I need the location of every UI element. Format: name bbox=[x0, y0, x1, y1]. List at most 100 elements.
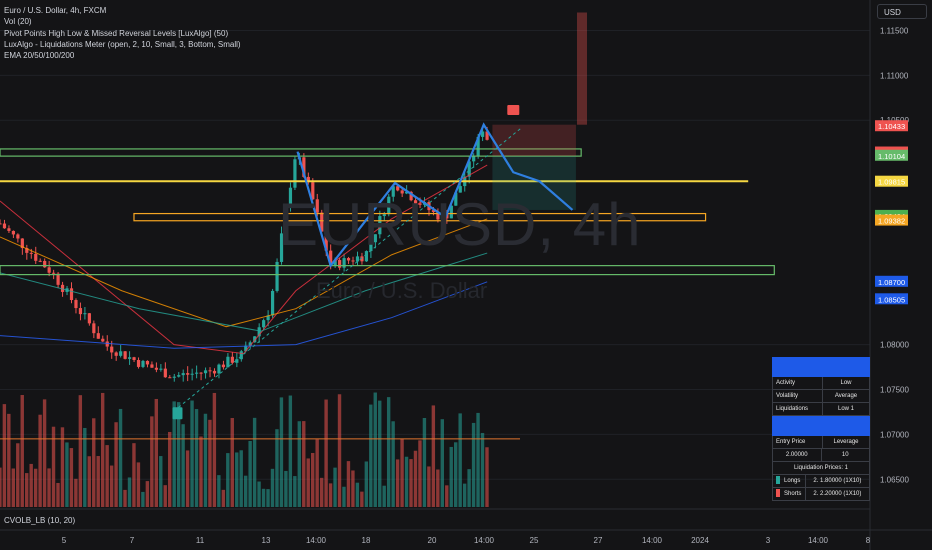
candle-body bbox=[186, 373, 190, 375]
candle-body bbox=[275, 261, 279, 291]
candle-body bbox=[248, 342, 252, 346]
volume-bar bbox=[369, 404, 373, 507]
price-tag bbox=[875, 275, 908, 287]
ema-line bbox=[0, 252, 488, 332]
candle-body bbox=[154, 367, 159, 370]
candle-body bbox=[101, 338, 105, 342]
candle-body bbox=[208, 370, 212, 372]
candle-body bbox=[127, 357, 132, 359]
volume-bar bbox=[476, 412, 480, 507]
indicator-pivot-points[interactable]: Pivot Points High Low & Missed Reversal … bbox=[4, 28, 229, 38]
volume-bar bbox=[203, 413, 208, 507]
candle-body bbox=[11, 230, 16, 235]
candle-body bbox=[467, 161, 471, 177]
candle-body bbox=[476, 136, 480, 156]
volume-bar bbox=[355, 482, 360, 507]
candle-body bbox=[177, 375, 181, 377]
candle-body bbox=[163, 368, 167, 378]
candle-body bbox=[400, 190, 404, 194]
volume-bar bbox=[248, 441, 252, 507]
candles bbox=[0, 125, 489, 382]
candle-body bbox=[302, 157, 306, 177]
candle-body bbox=[458, 186, 462, 193]
price-tag-label: 1.09382 bbox=[878, 217, 905, 226]
volume-bar bbox=[346, 461, 351, 507]
candle-body bbox=[136, 359, 141, 367]
candle-body bbox=[472, 155, 476, 162]
volume-bar bbox=[342, 486, 346, 507]
volume-bar bbox=[150, 416, 154, 507]
candle-body bbox=[29, 252, 33, 254]
time-tick-label: 25 bbox=[530, 536, 539, 545]
volume-bar bbox=[333, 467, 337, 507]
volume-bar bbox=[337, 394, 342, 507]
candle-body bbox=[387, 196, 391, 215]
price-tag bbox=[875, 214, 908, 226]
candle-body bbox=[279, 233, 284, 262]
ema-line bbox=[0, 281, 488, 349]
candle-body bbox=[364, 251, 369, 262]
ema-line bbox=[0, 164, 488, 355]
candle-body bbox=[56, 273, 60, 285]
volume-bar bbox=[445, 485, 449, 507]
candle-body bbox=[409, 191, 413, 201]
time-tick-label: 18 bbox=[362, 536, 371, 545]
currency-button[interactable]: USD bbox=[877, 4, 927, 19]
price-tag bbox=[875, 293, 908, 305]
candle-body bbox=[114, 352, 118, 356]
level-zone bbox=[0, 148, 582, 157]
subpane-label[interactable]: CVOLB_LB (10, 20) bbox=[4, 516, 76, 525]
volume-bar bbox=[409, 459, 413, 507]
pivot-trend-line bbox=[178, 127, 523, 408]
volume-bar bbox=[431, 405, 436, 507]
candle-body bbox=[230, 356, 234, 363]
volume-bar bbox=[38, 414, 42, 507]
candle-body bbox=[324, 231, 328, 251]
indicator-ema[interactable]: EMA 20/50/100/200 bbox=[4, 51, 75, 61]
volume-bar bbox=[185, 450, 190, 507]
volume-bar bbox=[114, 422, 118, 507]
candle-body bbox=[293, 159, 297, 188]
volume-bar bbox=[221, 489, 226, 507]
volume-bar bbox=[208, 419, 212, 507]
candle-body bbox=[141, 360, 145, 367]
indicator-liquidations-meter[interactable]: LuxAlgo - Liquidations Meter (open, 2, 1… bbox=[4, 39, 241, 49]
name-watermark: Euro / U.S. Dollar bbox=[316, 278, 488, 303]
volume-bar bbox=[74, 478, 78, 507]
chart-legend: Euro / U.S. Dollar, 4h, FXCM Vol (20) Pi… bbox=[4, 5, 241, 61]
volume-bar bbox=[226, 453, 230, 507]
candle-body bbox=[436, 212, 440, 220]
candle-body bbox=[396, 186, 400, 191]
price-tag-label: 1.10433 bbox=[878, 122, 905, 131]
candle-body bbox=[181, 373, 185, 376]
price-tick-label: 1.11000 bbox=[880, 71, 909, 80]
indicator-vol[interactable]: Vol (20) bbox=[4, 17, 32, 27]
price-tick-label: 1.08000 bbox=[880, 341, 909, 350]
volume-bar bbox=[69, 448, 74, 507]
time-tick-label: 14:00 bbox=[808, 536, 829, 545]
volume-bar bbox=[172, 401, 176, 507]
volume-bar bbox=[391, 421, 395, 507]
candle-body bbox=[212, 370, 217, 374]
liq-row: Volatility Average bbox=[772, 390, 870, 403]
volume-bar bbox=[212, 392, 217, 507]
volume-bar bbox=[458, 413, 462, 507]
volume-bar bbox=[127, 477, 132, 507]
candle-body bbox=[38, 260, 42, 262]
candle-body bbox=[2, 223, 7, 229]
pivot-low-marker bbox=[172, 407, 183, 420]
volume-bar bbox=[168, 431, 172, 507]
candle-body bbox=[373, 234, 377, 243]
volume-bar bbox=[422, 418, 427, 507]
entry-header-row: Entry Price Leverage bbox=[772, 436, 870, 449]
price-tick-label: 1.11500 bbox=[880, 26, 909, 35]
time-axis: 5 7 11 13 14:00 18 20 14:00 25 27 14:00 2024 3 14:00 8 bbox=[62, 536, 871, 545]
volume-bar bbox=[427, 466, 431, 507]
volume-bar bbox=[252, 417, 257, 507]
volume-bar bbox=[395, 459, 400, 507]
candle-body bbox=[355, 256, 360, 262]
volume-bar bbox=[154, 398, 159, 507]
level-zone bbox=[133, 212, 707, 222]
volume-bar bbox=[480, 432, 485, 507]
